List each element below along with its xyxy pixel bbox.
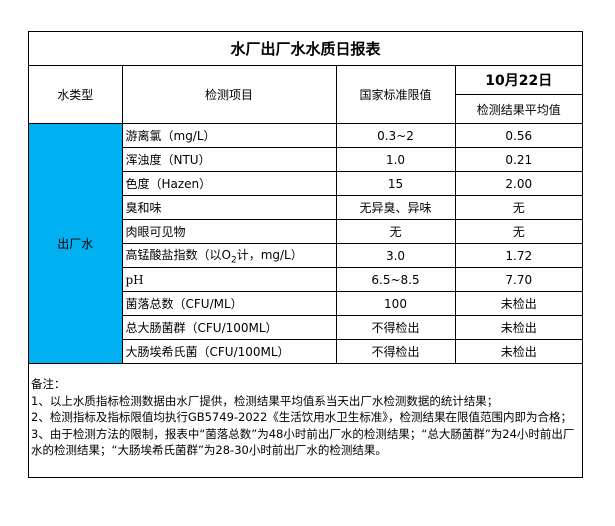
header-result: 检测结果平均值	[455, 94, 582, 124]
result-cell: 1.72	[454, 243, 582, 268]
result-cell: 无	[454, 195, 582, 220]
water-quality-report: 水厂出厂水水质日报表 水类型 检测项目 国家标准限值 10月22日 检测结果平均…	[28, 31, 583, 478]
item-suffix: 计，mg/L）	[236, 247, 303, 262]
result-cell: 未检出	[454, 339, 582, 364]
note-line: 3、由于检测方法的限制，报表中“菌落总数”为48小时前出厂水的检测结果；“总大肠…	[31, 426, 575, 458]
item-cell: 色度（Hazen）	[122, 171, 337, 196]
item-cell: 菌落总数（CFU/ML）	[122, 291, 337, 316]
notes-heading: 备注：	[31, 377, 66, 391]
standard-cell: 0.3~2	[335, 123, 456, 148]
standard-cell: 100	[335, 291, 456, 316]
table-row: 出厂水 游离氯（mg/L） 0.3~2 0.56	[29, 123, 582, 364]
standard-cell: 15	[335, 171, 456, 196]
standard-cell: 不得检出	[335, 315, 456, 340]
standard-cell: 无异臭、异味	[335, 195, 456, 220]
table-row: 肉眼可见物 无 无	[29, 219, 582, 244]
note-line: 2、检测指标及指标限值均执行GB5749-2022《生活饮用水卫生标准》，检测结…	[31, 410, 573, 424]
item-cell: 游离氯（mg/L）	[121, 123, 337, 148]
item-cell: 高锰酸盐指数（以O2计，mg/L）	[122, 243, 337, 268]
table-row: 大肠埃希氏菌（CFU/100ML） 不得检出 未检出	[29, 339, 582, 364]
result-cell: 0.56	[454, 123, 582, 148]
notes: 备注： 1、以上水质指标检测数据由水厂提供，检测结果平均值系当天出厂水检测数据的…	[29, 363, 582, 477]
result-cell: 0.21	[454, 147, 582, 172]
header-row-2: 检测结果平均值	[29, 94, 582, 124]
item-cell: 肉眼可见物	[122, 219, 337, 244]
item-cell: pH	[122, 267, 337, 292]
report-table: 水厂出厂水水质日报表 水类型 检测项目 国家标准限值 10月22日 检测结果平均…	[29, 32, 582, 477]
standard-cell: 3.0	[335, 243, 456, 268]
header-water-type: 水类型	[29, 65, 123, 124]
report-title: 水厂出厂水水质日报表	[29, 32, 582, 66]
item-cell: 总大肠菌群（CFU/100ML）	[122, 315, 337, 340]
result-cell: 7.70	[454, 267, 582, 292]
table-row: 高锰酸盐指数（以O2计，mg/L） 3.0 1.72	[29, 243, 582, 268]
standard-cell: 不得检出	[335, 339, 456, 364]
result-cell: 未检出	[454, 315, 582, 340]
standard-cell: 1.0	[335, 147, 456, 172]
result-cell: 未检出	[454, 291, 582, 316]
item-prefix: 高锰酸盐指数（以O	[125, 247, 231, 262]
header-item: 检测项目	[121, 65, 337, 124]
notes-row: 备注： 1、以上水质指标检测数据由水厂提供，检测结果平均值系当天出厂水检测数据的…	[29, 363, 582, 477]
header-row: 水类型 检测项目 国家标准限值 10月22日	[29, 65, 582, 124]
header-date: 10月22日	[454, 65, 582, 95]
item-cell: 浑浊度（NTU）	[122, 147, 337, 172]
standard-cell: 6.5~8.5	[335, 267, 456, 292]
note-line: 1、以上水质指标检测数据由水厂提供，检测结果平均值系当天出厂水检测数据的统计结果…	[31, 393, 499, 408]
result-cell: 2.00	[454, 171, 582, 196]
title-row: 水厂出厂水水质日报表	[29, 32, 582, 66]
item-cell: 臭和味	[122, 195, 337, 220]
item-cell: 大肠埃希氏菌（CFU/100ML）	[122, 339, 337, 364]
water-type-cell: 出厂水	[29, 123, 123, 364]
table-row: 色度（Hazen） 15 2.00	[29, 171, 582, 196]
standard-cell: 无	[335, 219, 456, 244]
result-cell: 无	[454, 219, 582, 244]
item-subscript: 2	[230, 255, 237, 266]
header-standard: 国家标准限值	[335, 65, 456, 124]
